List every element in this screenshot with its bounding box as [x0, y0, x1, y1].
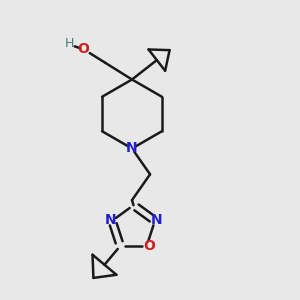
- Text: N: N: [151, 213, 163, 227]
- Text: N: N: [104, 213, 116, 227]
- Text: N: N: [126, 142, 138, 155]
- Text: H: H: [64, 38, 74, 50]
- Text: O: O: [78, 42, 90, 56]
- Text: O: O: [143, 239, 155, 253]
